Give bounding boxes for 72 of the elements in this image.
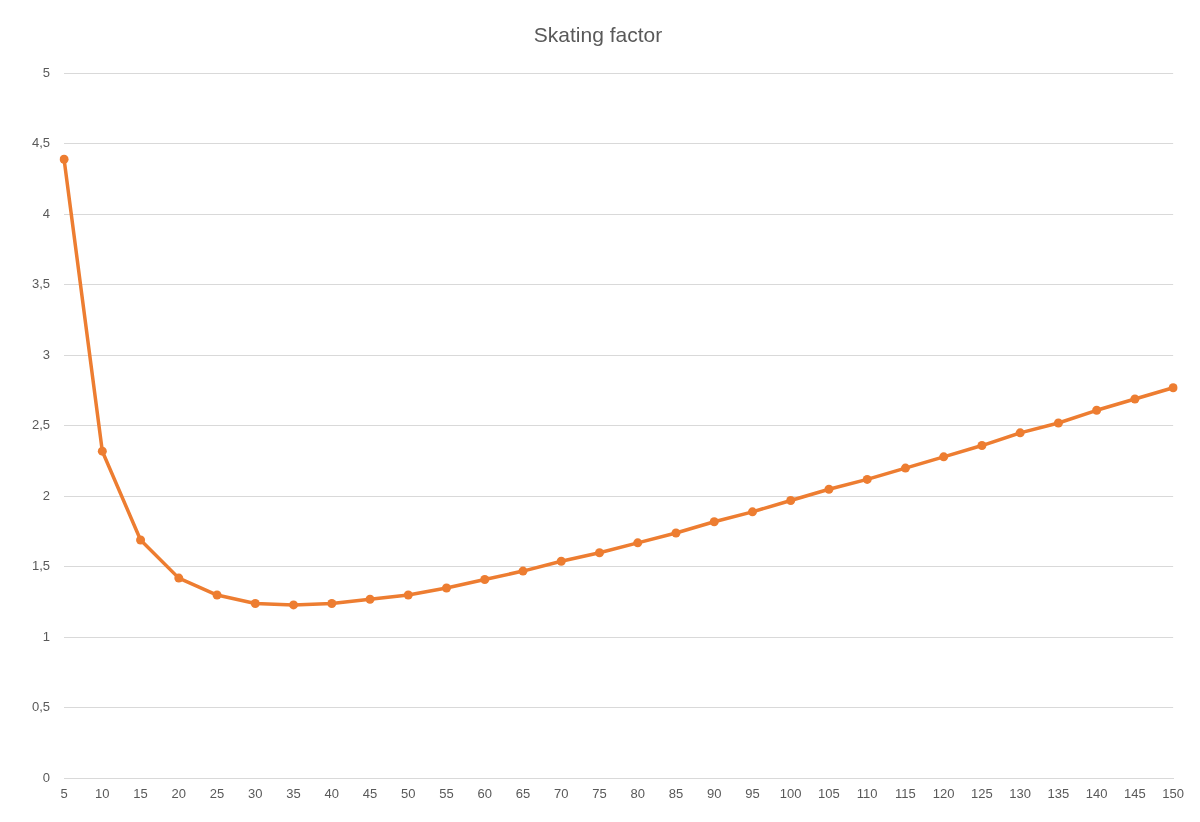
point (594, 548, 604, 558)
x-tick-label: 125 (971, 785, 993, 801)
point (97, 446, 107, 456)
x-tick-label: 95 (745, 785, 760, 801)
y-tick-label: 4 (42, 205, 51, 221)
point (824, 484, 834, 494)
x-tick-label: 140 (1085, 785, 1108, 801)
point (174, 573, 184, 583)
x-tick-label: 25 (209, 785, 225, 801)
point (671, 528, 681, 538)
point (633, 538, 643, 548)
x-tick-label: 145 (1124, 785, 1146, 801)
y-tick-label: 1 (42, 628, 51, 644)
point (1168, 383, 1178, 393)
x-tick-label: 50 (401, 785, 416, 801)
x-tick-label: 30 (248, 785, 263, 801)
point (59, 154, 69, 164)
point (900, 463, 910, 473)
x-tick-label: 55 (439, 785, 454, 801)
y-tick-label: 2 (42, 487, 51, 503)
x-tick-label: 90 (706, 785, 722, 801)
x-tick-label: 120 (932, 785, 955, 801)
point (480, 575, 490, 585)
y-tick-label: 1,5 (31, 558, 51, 574)
point (939, 452, 949, 462)
point (327, 599, 337, 609)
x-tick-label: 115 (895, 785, 916, 801)
y-tick-label: 0 (42, 769, 51, 785)
x-tick-label: 100 (779, 785, 802, 801)
x-tick-label: 150 (1162, 785, 1185, 801)
chart-title: Skating factor (533, 23, 663, 47)
y-tick-label: 3 (42, 346, 51, 362)
point (403, 590, 413, 600)
x-tick-label: 10 (95, 785, 110, 801)
x-tick-label: 130 (1009, 785, 1032, 801)
x-tick-label: 80 (630, 785, 645, 801)
x-tick-label: 15 (133, 785, 148, 801)
x-tick-label: 45 (362, 785, 378, 801)
point (136, 535, 146, 545)
x-tick-label: 110 (856, 785, 878, 801)
x-tick-label: 20 (171, 785, 187, 801)
point (747, 507, 757, 517)
y-tick-label: 2,5 (31, 417, 51, 433)
x-tick-label: 40 (324, 785, 340, 801)
point (1092, 405, 1102, 415)
y-tick-label: 0,5 (31, 699, 51, 715)
point (518, 566, 528, 576)
point (786, 496, 796, 506)
y-tick-label: 4,5 (31, 135, 51, 151)
x-tick-label: 5 (60, 785, 68, 801)
x-tick-label: 75 (592, 785, 607, 801)
point (442, 583, 452, 593)
x-tick-label: 65 (515, 785, 531, 801)
point (1053, 418, 1063, 428)
x-tick-label: 135 (1047, 785, 1070, 801)
x-tick-label: 85 (668, 785, 684, 801)
point (977, 441, 987, 451)
point (250, 599, 260, 609)
point (1015, 428, 1025, 438)
y-tick-label: 5 (42, 64, 51, 80)
x-tick-label: 105 (818, 785, 840, 801)
point (862, 474, 872, 484)
point (365, 594, 375, 604)
y-tick-label: 3,5 (31, 276, 51, 292)
point (556, 556, 566, 566)
point (709, 517, 719, 527)
point (1130, 394, 1140, 404)
point (289, 600, 299, 610)
x-tick-label: 60 (477, 785, 492, 801)
point (212, 590, 222, 600)
x-tick-label: 70 (554, 785, 569, 801)
x-tick-label: 35 (286, 785, 301, 801)
